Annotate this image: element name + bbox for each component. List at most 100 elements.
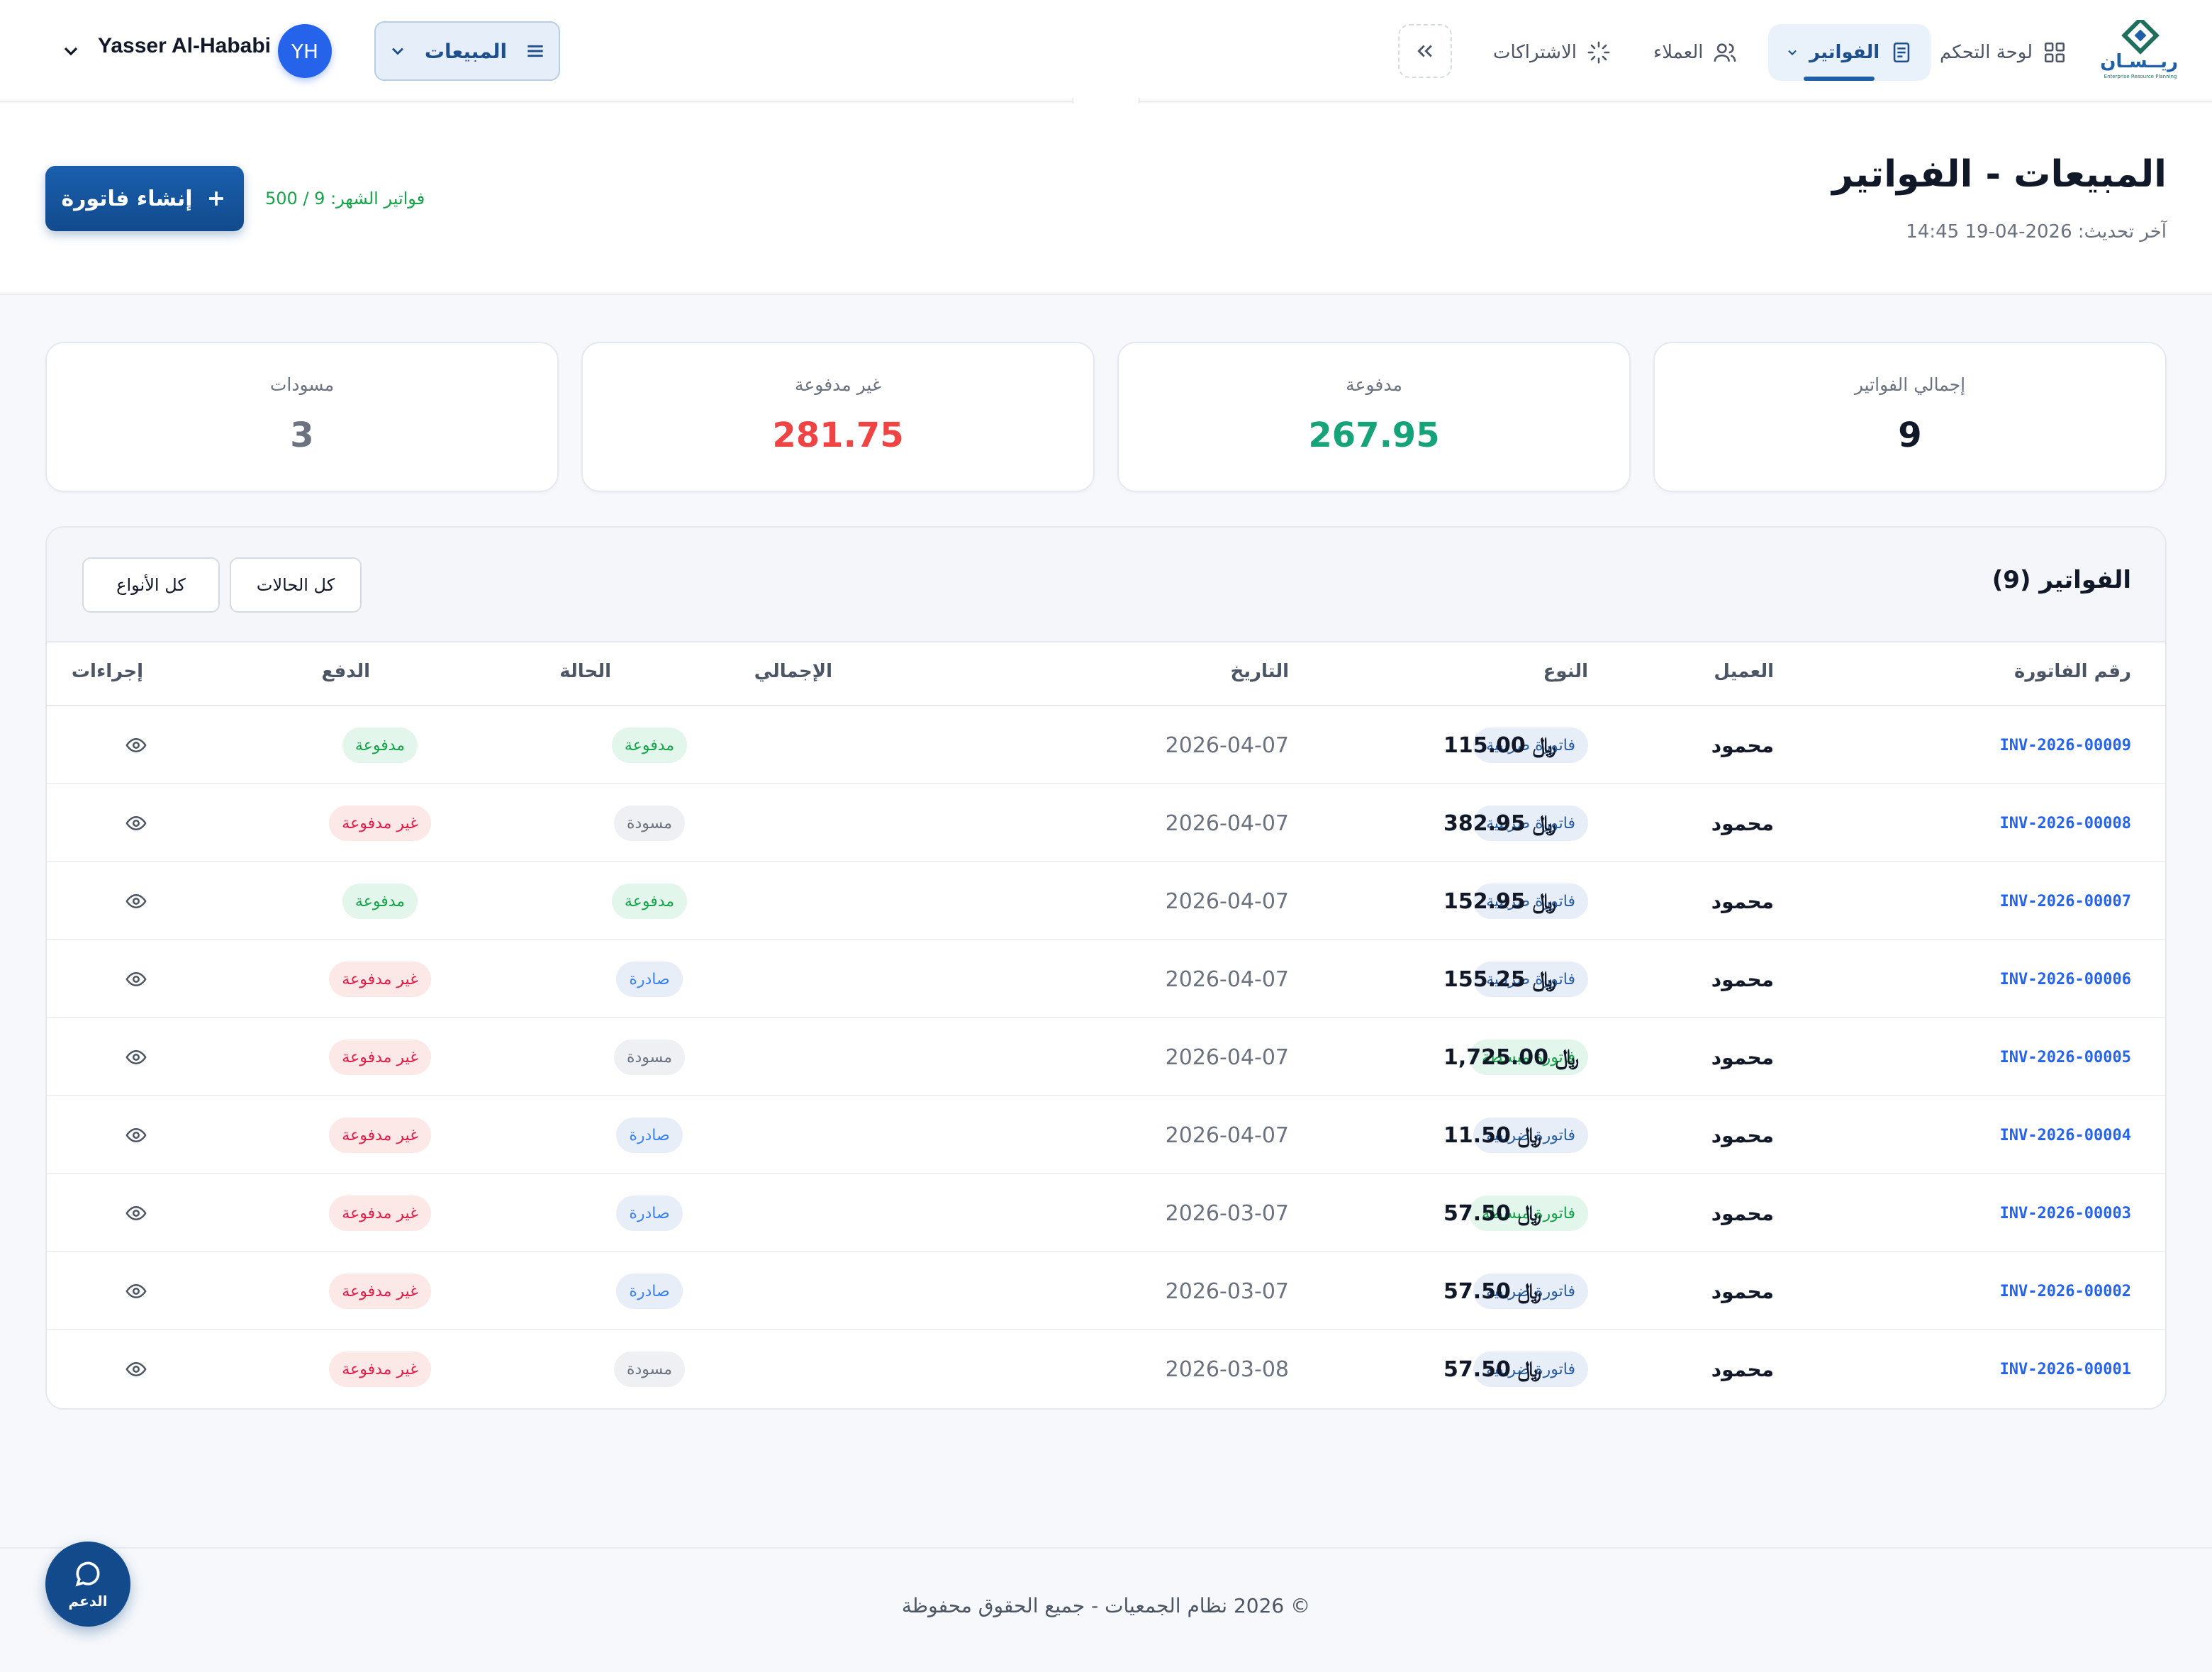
stat-label: إجمالي الفواتير: [1854, 374, 1966, 395]
invoice-number-link[interactable]: INV-2026-00009: [1999, 736, 2131, 754]
client-name: محمود: [1711, 1201, 1774, 1225]
column-header-date[interactable]: التاريخ: [1230, 661, 1289, 682]
module-selector[interactable]: المبيعات: [374, 21, 560, 81]
status-filter-select[interactable]: كل الحالات: [230, 557, 362, 613]
invoice-date: 2026-04-07: [1165, 1044, 1289, 1070]
column-header-number[interactable]: رقم الفاتورة: [2014, 661, 2131, 682]
invoice-number-link[interactable]: INV-2026-00006: [1999, 970, 2131, 988]
table-row[interactable]: INV-2026-00002 محمود فاتورة ضريبية 2026-03-…: [47, 1252, 2165, 1330]
payment-badge: غير مدفوعة: [329, 1273, 431, 1309]
invoice-type-badge: فاتورة ضريبية: [1473, 1273, 1588, 1309]
nav-item-label: لوحة التحكم: [1940, 42, 2033, 63]
payment-badge: مدفوعة: [342, 884, 418, 919]
eye-icon[interactable]: [125, 1047, 147, 1068]
column-header-type[interactable]: النوع: [1543, 661, 1588, 682]
invoice-total: 57.50 ﷼: [1443, 1330, 1541, 1408]
table-row[interactable]: INV-2026-00001 محمود فاتورة ضريبية 2026-03-…: [47, 1330, 2165, 1408]
nav-item-dashboard[interactable]: لوحة التحكم: [1940, 24, 2067, 81]
table-header-divider: [47, 705, 2165, 706]
invoice-number-link[interactable]: INV-2026-00007: [1999, 892, 2131, 910]
table-row[interactable]: INV-2026-00004 محمود فاتورة ضريبية 2026-04-…: [47, 1096, 2165, 1174]
payment-badge: غير مدفوعة: [329, 962, 431, 997]
client-name: محمود: [1711, 967, 1774, 991]
column-header-actions: إجراءات: [71, 661, 143, 682]
invoice-icon: [1893, 42, 1910, 63]
eye-icon[interactable]: [125, 1281, 147, 1302]
create-invoice-button[interactable]: إنشاء فاتورة: [45, 166, 244, 231]
eye-icon[interactable]: [125, 891, 147, 912]
invoice-total: 382.95 ﷼: [1443, 784, 1556, 862]
stat-label: مسودات: [269, 374, 335, 395]
double-chevron-icon: [1417, 45, 1432, 57]
status-badge: صادرة: [616, 1196, 683, 1231]
eye-icon[interactable]: [125, 813, 147, 834]
riyal-currency-icon: ﷼: [1532, 810, 1556, 836]
status-badge: صادرة: [616, 1118, 683, 1153]
stat-card-drafts: مسودات 3: [45, 342, 559, 492]
nav-collapse-button[interactable]: [1398, 24, 1452, 78]
payment-badge: مدفوعة: [342, 728, 418, 763]
stat-label: مدفوعة: [1346, 374, 1402, 395]
total-amount: 155.25: [1443, 966, 1526, 992]
total-amount: 1,725.00: [1443, 1044, 1549, 1070]
invoice-total: 11.50 ﷼: [1443, 1096, 1541, 1174]
users-icon: [1714, 43, 1736, 62]
eye-icon[interactable]: [125, 1359, 147, 1380]
table-title: الفواتير (9): [1992, 566, 2131, 594]
invoice-date: 2026-03-07: [1165, 1200, 1289, 1226]
total-amount: 57.50: [1443, 1356, 1511, 1382]
eye-icon[interactable]: [125, 735, 147, 756]
invoice-number-link[interactable]: INV-2026-00008: [1999, 814, 2131, 832]
client-name: محمود: [1711, 1279, 1774, 1303]
table-row[interactable]: INV-2026-00005 محمود فاتورة مبسطة 2026-04-0…: [47, 1018, 2165, 1096]
column-header-payment[interactable]: الدفع: [321, 661, 370, 682]
invoice-date: 2026-04-07: [1165, 732, 1289, 758]
eye-icon[interactable]: [125, 969, 147, 990]
invoice-total: 1,725.00 ﷼: [1443, 1018, 1579, 1096]
invoice-number-link[interactable]: INV-2026-00005: [1999, 1048, 2131, 1066]
user-name[interactable]: Yasser Al-Hababi: [98, 34, 271, 57]
chat-bubble-icon: [75, 1561, 100, 1587]
status-badge: صادرة: [616, 962, 683, 997]
table-row[interactable]: INV-2026-00009 محمود فاتورة ضريبية 2026-04-…: [47, 706, 2165, 784]
brand-logo[interactable]: ريــسـان Enterprise Resource Planning: [2100, 16, 2178, 82]
status-badge: صادرة: [616, 1273, 683, 1309]
invoice-type-badge: فاتورة ضريبية: [1473, 962, 1588, 997]
type-filter-select[interactable]: كل الأنواع: [82, 557, 220, 613]
table-row[interactable]: INV-2026-00003 محمود فاتورة مبسطة 2026-03-0…: [47, 1174, 2165, 1252]
invoice-number-link[interactable]: INV-2026-00004: [1999, 1126, 2131, 1144]
create-invoice-label: إنشاء فاتورة: [61, 186, 193, 211]
client-name: محمود: [1711, 1357, 1774, 1381]
table-row[interactable]: INV-2026-00008 محمود فاتورة ضريبية 2026-04-…: [47, 784, 2165, 862]
invoice-type-badge: فاتورة مبسطة: [1469, 1196, 1588, 1231]
column-header-status[interactable]: الحالة: [559, 661, 611, 682]
stat-value: 281.75: [772, 416, 904, 455]
chevron-down-icon[interactable]: [60, 40, 82, 62]
status-badge: مسودة: [613, 1351, 686, 1387]
status-badge: مدفوعة: [611, 728, 688, 763]
invoice-number-link[interactable]: INV-2026-00001: [1999, 1360, 2131, 1378]
total-amount: 11.50: [1443, 1122, 1511, 1148]
nav-item-customers[interactable]: العملاء: [1653, 24, 1737, 81]
column-header-client[interactable]: العميل: [1714, 661, 1774, 682]
nav-item-subscriptions[interactable]: الاشتراكات: [1493, 24, 1611, 81]
status-badge: مدفوعة: [611, 884, 688, 919]
column-header-total[interactable]: الإجمالي: [754, 661, 832, 682]
menu-icon: [527, 45, 543, 57]
eye-icon[interactable]: [125, 1125, 147, 1146]
table-row[interactable]: INV-2026-00006 محمود فاتورة ضريبية 2026-04-…: [47, 940, 2165, 1018]
plus-icon: [208, 191, 223, 206]
support-button[interactable]: الدعم: [45, 1542, 130, 1627]
invoice-type-badge: فاتورة ضريبية: [1473, 728, 1588, 763]
table-row[interactable]: INV-2026-00007 محمود فاتورة ضريبية 2026-04-…: [47, 862, 2165, 940]
eye-icon[interactable]: [125, 1203, 147, 1224]
nav-item-invoices[interactable]: الفواتير: [1768, 24, 1931, 81]
invoice-type-badge: فاتورة ضريبية: [1473, 884, 1588, 919]
invoice-type-badge: فاتورة ضريبية: [1473, 1118, 1588, 1153]
invoice-number-link[interactable]: INV-2026-00003: [1999, 1204, 2131, 1222]
avatar[interactable]: YH: [278, 24, 332, 78]
footer: © 2026 نظام الجمعيات - جميع الحقوق محفوظ…: [0, 1547, 2212, 1672]
payment-badge: غير مدفوعة: [329, 1118, 431, 1153]
invoice-number-link[interactable]: INV-2026-00002: [1999, 1282, 2131, 1300]
invoice-total: 155.25 ﷼: [1443, 940, 1556, 1018]
